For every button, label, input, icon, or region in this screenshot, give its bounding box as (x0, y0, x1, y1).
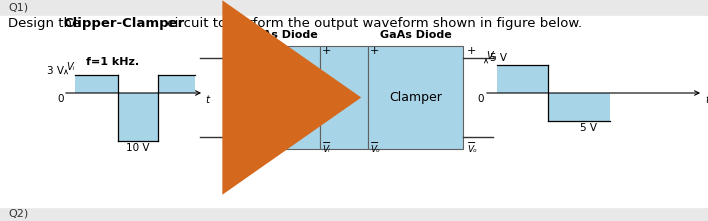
Bar (0, 207, 708, 221)
Text: Q2): Q2) (8, 209, 28, 219)
Bar (0, 16, 708, 207)
Text: +: + (467, 46, 476, 56)
Text: 0: 0 (57, 94, 64, 104)
Text: Clipper: Clipper (259, 91, 304, 104)
Bar (497, 65, 548, 93)
Bar (118, 93, 158, 141)
Text: 0: 0 (477, 94, 484, 104)
Text: −: − (370, 138, 379, 148)
Text: −: − (467, 138, 476, 148)
Text: 3 V: 3 V (47, 66, 64, 76)
Text: 5 V: 5 V (581, 123, 598, 133)
Text: +: + (322, 46, 331, 56)
Text: t: t (705, 95, 708, 105)
Bar (158, 75, 195, 93)
Text: Design the: Design the (8, 17, 84, 29)
Bar (368, 46, 463, 149)
Bar (75, 75, 118, 93)
Text: t: t (205, 95, 209, 105)
Text: GaAs Diode: GaAs Diode (379, 30, 452, 40)
Bar (548, 93, 610, 121)
Text: 10 V: 10 V (126, 143, 150, 153)
Text: +: + (370, 46, 379, 56)
Text: Vₒ: Vₒ (486, 51, 496, 61)
Text: 5 V: 5 V (490, 53, 507, 63)
Text: −: − (322, 138, 331, 148)
Text: circuit to perform the output waveform shown in figure below.: circuit to perform the output waveform s… (163, 17, 582, 29)
Text: Q1): Q1) (8, 3, 28, 13)
Text: +: + (229, 46, 239, 56)
Text: GaAs Diode: GaAs Diode (246, 30, 317, 40)
Text: Clamper: Clamper (389, 91, 442, 104)
Text: Vᵢ: Vᵢ (66, 62, 74, 72)
Bar (320, 46, 368, 149)
Text: Vᵢ: Vᵢ (232, 145, 239, 154)
Text: Vᵢ: Vᵢ (322, 145, 330, 154)
Text: Vₒ: Vₒ (370, 145, 380, 154)
Text: −: − (229, 138, 239, 148)
Bar (0, 0, 708, 16)
Text: f=1 kHz.: f=1 kHz. (86, 57, 139, 67)
Text: Vₒ: Vₒ (467, 145, 477, 154)
Bar (243, 46, 320, 149)
Text: Clipper-Clamper: Clipper-Clamper (63, 17, 184, 29)
